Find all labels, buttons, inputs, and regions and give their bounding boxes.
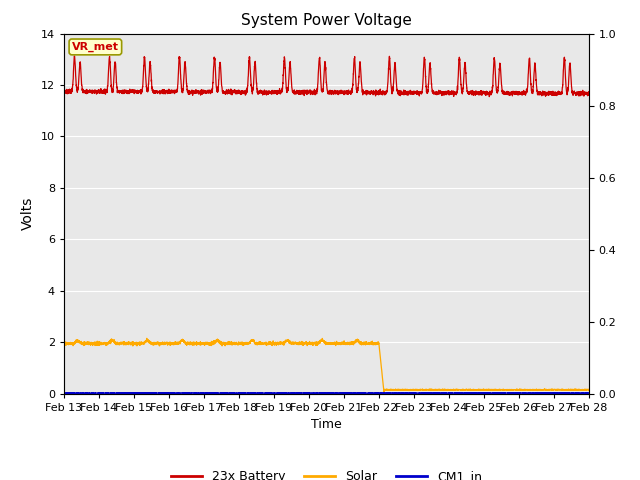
Legend: 23x Battery, Solar, CM1_in: 23x Battery, Solar, CM1_in [166,465,487,480]
Title: System Power Voltage: System Power Voltage [241,13,412,28]
Y-axis label: Volts: Volts [21,197,35,230]
X-axis label: Time: Time [311,418,342,431]
Text: VR_met: VR_met [72,42,119,52]
